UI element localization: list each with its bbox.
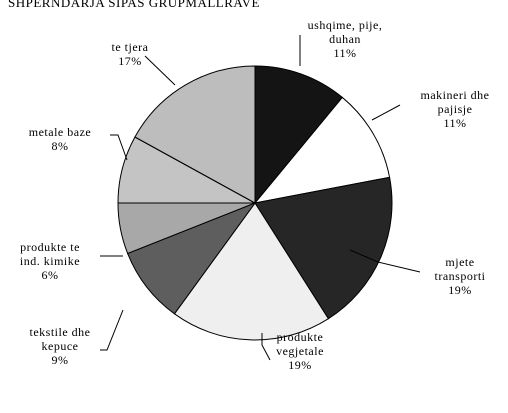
slice-value-label: 19% — [448, 283, 472, 297]
slice-label: te tjera 17% — [75, 40, 185, 68]
chart-title: SHPERNDARJA SIPAS GRUPMALLRAVE — [8, 0, 260, 10]
slice-value-label: 11% — [333, 46, 357, 60]
leader-line — [261, 333, 271, 361]
slice-label: mjete transporti 19% — [405, 255, 508, 297]
slice-label: makineri dhe pajisje 11% — [400, 88, 508, 130]
leader-line — [110, 134, 128, 161]
leader-line — [349, 249, 421, 273]
slice-label: tekstile dhe kepuce 9% — [5, 325, 115, 367]
slice-label: metale baze 8% — [5, 125, 115, 153]
slice-value-label: 17% — [118, 54, 142, 68]
slice-label: produkte vegjetale 19% — [245, 330, 355, 372]
slice-label: produkte te ind. kimike 6% — [0, 240, 105, 282]
leader-line — [144, 55, 176, 86]
pie-slice — [254, 176, 393, 320]
leader-line — [371, 104, 401, 121]
slice-value-label: 19% — [288, 358, 312, 372]
slice-label: ushqime, pije, duhan 11% — [290, 18, 400, 60]
slice-value-label: 8% — [51, 139, 69, 153]
leader-line — [100, 309, 124, 351]
slice-value-label: 11% — [443, 116, 467, 130]
slice-value-label: 6% — [41, 268, 59, 282]
pie-slice — [254, 65, 344, 205]
pie-slice — [134, 65, 256, 204]
pie-slice — [253, 96, 391, 204]
pie-slice — [173, 202, 330, 341]
slice-value-label: 9% — [51, 353, 69, 367]
